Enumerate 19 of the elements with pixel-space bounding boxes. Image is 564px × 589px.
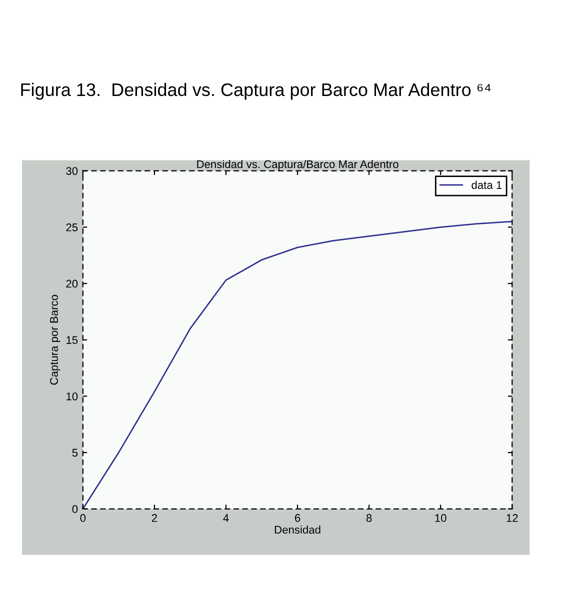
x-tick-label: 12 <box>506 514 518 522</box>
x-tick-label: 4 <box>223 514 229 522</box>
y-tick-label: 0 <box>72 505 78 514</box>
y-tick-label: 15 <box>66 336 78 344</box>
x-tick-label: 6 <box>294 514 300 522</box>
y-tick-label: 30 <box>66 167 78 175</box>
chart-subtitle: Densidad vs. Captura/Barco Mar Adentro <box>197 160 398 170</box>
legend-label: data 1 <box>472 180 502 189</box>
x-axis-title: Densidad <box>274 526 320 534</box>
y-axis-title: Captura por Barco <box>50 294 60 385</box>
chart-title: Figura 13. Densidad vs. Captura por Barco Mar Adentro ⁶⁴ <box>21 82 491 100</box>
x-tick-label: 8 <box>366 514 372 522</box>
y-tick-label: 20 <box>66 280 78 288</box>
y-tick-label: 25 <box>66 223 78 232</box>
y-tick-label: 5 <box>72 448 78 457</box>
x-tick-label: 0 <box>80 514 86 522</box>
x-tick-label: 2 <box>152 514 157 522</box>
y-tick-label: 10 <box>66 392 78 400</box>
x-tick-label: 10 <box>435 514 446 522</box>
